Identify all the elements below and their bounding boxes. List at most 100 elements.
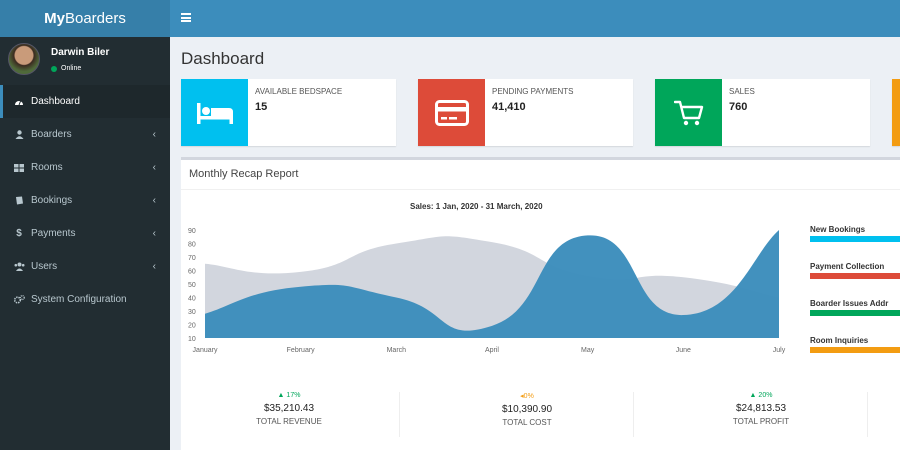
info-box-value: 15 [255, 101, 268, 113]
sidebar-item-label: Payments [31, 228, 76, 239]
goal-progress-bar [810, 310, 900, 316]
user-status-text: Online [61, 65, 82, 72]
y-tick-label: 30 [188, 309, 196, 316]
sidebar-item-label: Boarders [31, 129, 72, 140]
dollar-icon: $ [16, 228, 22, 239]
stat-divider [399, 392, 400, 437]
sidebar-item-payments[interactable]: $ Payments ‹ [0, 217, 170, 250]
goal-progress-bar [810, 347, 900, 353]
y-tick-label: 10 [188, 336, 196, 343]
goal-item: Room Inquiries [810, 336, 900, 373]
stat-change: ▲ 17% [277, 392, 301, 399]
y-tick-label: 50 [188, 282, 196, 289]
info-box-value: 760 [729, 101, 748, 113]
info-box-label: Pending Payments [492, 87, 574, 96]
sales-area-chart: 10 20 30 40 50 60 70 80 90 January February March Ap… [188, 228, 786, 354]
user-name: Darwin Biler [51, 47, 110, 58]
y-tick-label: 60 [188, 269, 196, 276]
info-box-value: 41,410 [492, 101, 526, 113]
monthly-recap-report: Monthly Recap Report Sales: 1 Jan, 2020 … [181, 157, 900, 450]
goal-label: Boarder Issues Addr [810, 299, 889, 308]
stat-total-profit: ▲ 20% $24,813.53 Total Profit [681, 392, 841, 426]
goal-item: New Bookings [810, 225, 900, 262]
avatar [8, 43, 40, 75]
sidebar-item-label: Rooms [31, 162, 63, 173]
sidebar: Darwin Biler Online Dashboard Boarders ‹… [0, 37, 170, 450]
y-tick-label: 70 [188, 255, 196, 262]
chevron-left-icon: ‹ [152, 228, 156, 239]
info-box-partial [892, 79, 900, 146]
dashboard-icon [12, 97, 26, 106]
stat-amount: $35,210.43 [263, 403, 315, 414]
stat-total-cost: ◂0% $10,390.90 Total Cost [447, 392, 607, 427]
gears-icon [12, 295, 26, 304]
sidebar-toggle-icon[interactable] [181, 13, 191, 22]
chevron-left-icon: ‹ [152, 162, 156, 173]
info-box-available-bedspace: Available Bedspace 15 [181, 79, 396, 146]
x-tick-label: July [773, 347, 786, 354]
goal-label: Payment Collection [810, 262, 885, 271]
goal-item: Boarder Issues Addr [810, 299, 900, 336]
online-dot-icon [51, 65, 57, 72]
stat-change: ◂0% [520, 393, 534, 400]
x-tick-label: April [485, 347, 499, 354]
goal-label: New Bookings [810, 225, 866, 234]
page-title: Dashboard [181, 49, 265, 68]
credit-card-icon [418, 79, 485, 146]
logo-bold: My [44, 10, 65, 27]
stat-amount: $24,813.53 [735, 403, 787, 414]
sidebar-item-dashboard[interactable]: Dashboard [0, 85, 170, 118]
users-icon [12, 262, 26, 271]
stat-change: ▲ 20% [749, 392, 773, 399]
sidebar-item-label: Bookings [31, 195, 73, 206]
y-tick-label: 40 [188, 296, 196, 303]
stat-label: Total Revenue [256, 417, 322, 426]
info-box-pending-payments: Pending Payments 41,410 [418, 79, 633, 146]
book-icon [12, 196, 26, 205]
goal-item: Payment Collection [810, 262, 900, 299]
sidebar-item-boarders[interactable]: Boarders ‹ [0, 118, 170, 151]
user-status: Online [51, 65, 81, 72]
chevron-left-icon: ‹ [152, 129, 156, 140]
sidebar-item-label: System Configuration [31, 294, 127, 305]
x-tick-label: June [676, 347, 691, 354]
report-title: Monthly Recap Report [189, 168, 299, 180]
info-box-label: Sales [729, 87, 755, 96]
stat-divider [633, 392, 634, 437]
user-icon [12, 130, 26, 139]
goal-progress-bar [810, 236, 900, 242]
x-tick-label: May [581, 347, 595, 354]
report-divider [181, 189, 900, 190]
goal-completion-list: New Bookings Payment Collection Boarder … [810, 225, 900, 373]
x-tick-label: March [387, 347, 407, 354]
stat-label: Total Profit [732, 417, 790, 426]
y-tick-label: 80 [188, 242, 196, 249]
sidebar-item-users[interactable]: Users ‹ [0, 250, 170, 283]
sidebar-item-label: Dashboard [31, 96, 80, 107]
area-series-2 [205, 230, 779, 338]
info-box-label: Available Bedspace [255, 87, 343, 96]
x-tick-label: February [287, 347, 316, 354]
sidebar-item-label: Users [31, 261, 58, 272]
y-tick-label: 20 [188, 323, 196, 330]
app-logo[interactable]: My Boarders [0, 0, 170, 37]
goal-label: Room Inquiries [810, 336, 869, 345]
stat-label: Total Cost [502, 418, 552, 427]
sidebar-item-system-configuration[interactable]: System Configuration [0, 283, 170, 316]
goal-progress-bar [810, 273, 900, 279]
info-box-sales: Sales 760 [655, 79, 870, 146]
top-navbar [170, 0, 900, 37]
sidebar-item-rooms[interactable]: Rooms ‹ [0, 151, 170, 184]
stat-divider [867, 392, 868, 437]
chevron-left-icon: ‹ [152, 261, 156, 272]
user-panel: Darwin Biler Online [0, 37, 170, 85]
chevron-left-icon: ‹ [152, 195, 156, 206]
stat-total-revenue: ▲ 17% $35,210.43 Total Revenue [209, 392, 369, 426]
stat-amount: $10,390.90 [501, 404, 553, 415]
y-tick-label: 90 [188, 228, 196, 235]
bed-icon [181, 79, 248, 146]
chart-title: Sales: 1 Jan, 2020 - 31 March, 2020 [410, 202, 543, 211]
logo-rest: Boarders [64, 10, 126, 27]
sidebar-item-bookings[interactable]: Bookings ‹ [0, 184, 170, 217]
shopping-cart-icon [655, 79, 722, 146]
